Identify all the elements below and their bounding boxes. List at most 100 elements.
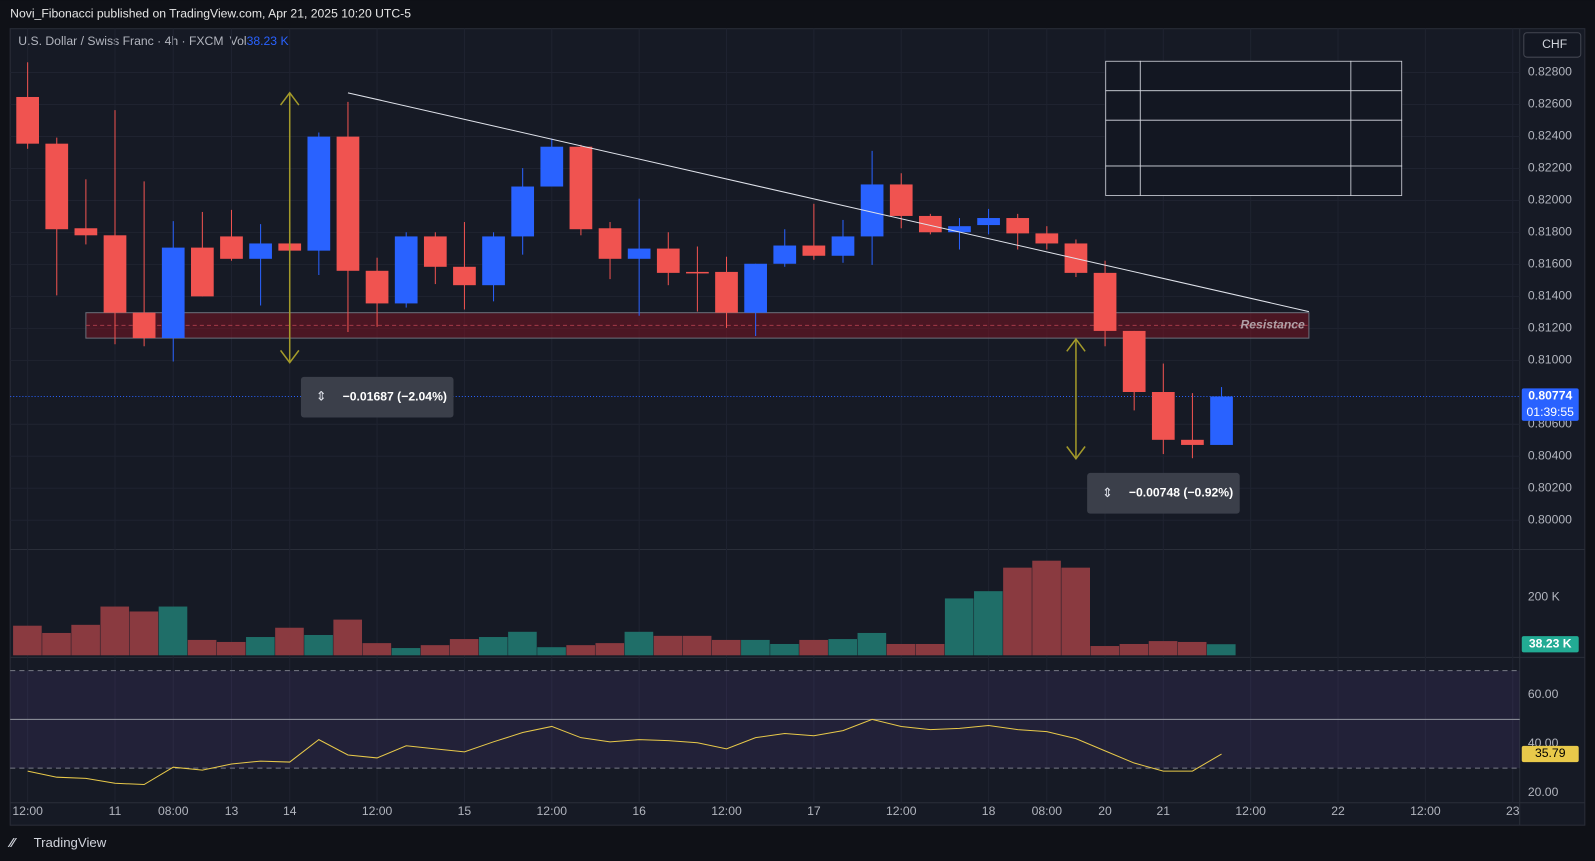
volume-bar (362, 643, 392, 656)
x-tick-label: 12:00 (1410, 804, 1441, 818)
x-tick-label: 08:00 (1032, 804, 1063, 818)
x-tick-label: 15 (458, 804, 472, 818)
volume-bar (1061, 567, 1090, 656)
candle-body (1093, 272, 1117, 331)
rsi-line (27, 718, 1222, 786)
arrow-head (279, 349, 300, 364)
x-tick-label: 13 (225, 804, 239, 818)
candle-body (598, 228, 622, 259)
y-tick-label: 0.80400 (1528, 449, 1572, 463)
volume-bar (595, 643, 625, 656)
trendline (347, 92, 1310, 313)
volume-bar (1032, 560, 1061, 656)
y-tick-label: 0.81800 (1528, 225, 1572, 239)
publisher: Novi_Fibonacci published on TradingView.… (10, 7, 411, 21)
volume-bar (42, 632, 71, 656)
currency-box (1523, 32, 1582, 58)
candle-body (220, 236, 243, 259)
x-tick-label: 12:00 (1235, 804, 1266, 818)
candle-body (1122, 330, 1146, 393)
candle-body (773, 245, 797, 264)
table-cell (1105, 90, 1141, 121)
volume-bar (449, 639, 479, 656)
candle-body (802, 245, 826, 256)
arrow-head (1066, 446, 1086, 460)
x-tick-label: 17 (807, 804, 821, 818)
table-cell (1105, 60, 1141, 92)
candle-body (482, 236, 505, 286)
candle-body (16, 96, 40, 144)
candle-body (365, 270, 389, 304)
volume-bar (333, 619, 363, 656)
table-cell (1105, 165, 1141, 196)
volume-bar (799, 639, 828, 656)
volume-tag (1521, 636, 1579, 653)
x-tick-label: 11 (109, 804, 122, 818)
criteria-table (1105, 60, 1403, 196)
y-tick-label: 0.80000 (1528, 512, 1572, 526)
y-tick-label: 0.81400 (1528, 289, 1572, 303)
title: U.S. Dollar / Swiss Franc · 4h · FXCM (18, 34, 223, 48)
x-tick-label: 16 (632, 804, 646, 818)
volume-bar (100, 606, 130, 656)
candle-body (191, 247, 214, 297)
countdown-label: 01:39:55 (1527, 405, 1575, 419)
candle-body (45, 143, 69, 230)
candle-body (918, 215, 942, 233)
volume-bar (1003, 567, 1032, 656)
candle-body (423, 236, 447, 267)
x-tick-label: 21 (1157, 804, 1171, 818)
candle-body (1151, 392, 1175, 440)
rsi-tick-label: 20.00 (1528, 785, 1559, 799)
brand: TradingView (34, 835, 107, 850)
volume-bar (944, 598, 974, 656)
volume-tick-label: 200 K (1528, 589, 1560, 603)
candle-body (540, 146, 564, 187)
y-tick-label: 0.82000 (1528, 193, 1572, 207)
measure-label: −0.01687 (−2.04%) (343, 389, 447, 403)
y-tick-label: 0.80200 (1528, 480, 1572, 494)
candle-body (249, 243, 272, 259)
volume-bar (711, 639, 741, 656)
volume-bar (974, 591, 1003, 656)
y-tick-label: 0.81600 (1528, 257, 1572, 271)
volume-bar (216, 641, 246, 656)
candle-body (569, 146, 593, 230)
x-tick-label: 12:00 (362, 804, 393, 818)
candle-body (103, 235, 127, 313)
volume-bar (187, 639, 217, 656)
volume-bar (741, 639, 770, 656)
volume-bar (1177, 641, 1207, 656)
volume-bar (508, 631, 537, 656)
measure-box (1087, 472, 1240, 514)
volume-bar (857, 632, 887, 656)
volume-bar (653, 635, 683, 656)
volume-bar (682, 635, 712, 656)
y-tick-label: 0.82600 (1528, 97, 1572, 111)
candle-body (977, 218, 1000, 226)
volume-bar (71, 624, 100, 656)
candle-body (394, 236, 418, 304)
volume-bar (478, 637, 508, 656)
candle-body (889, 184, 913, 216)
candle-body (948, 226, 971, 233)
rsi-tag (1521, 745, 1579, 763)
y-tick-label: 0.81200 (1528, 321, 1572, 335)
volume-label: Vol (230, 34, 247, 48)
candle-body (511, 186, 535, 237)
y-tick-label: 0.82800 (1528, 65, 1572, 79)
volume-bar (1119, 643, 1149, 656)
volume-bar (391, 648, 421, 656)
measure-icon: ⇕ (1102, 485, 1113, 500)
candle-body (715, 271, 738, 313)
volume-bar (886, 643, 916, 656)
volume-bar (537, 647, 566, 656)
resistance-label: Resistance (1240, 318, 1305, 332)
candle-body (656, 248, 680, 273)
volume-bar (1148, 641, 1178, 656)
candle-body (744, 263, 767, 313)
x-tick-label: 08:00 (158, 804, 189, 818)
candle-body (74, 228, 98, 236)
volume-bar (566, 645, 595, 656)
table-cell (1139, 90, 1352, 121)
